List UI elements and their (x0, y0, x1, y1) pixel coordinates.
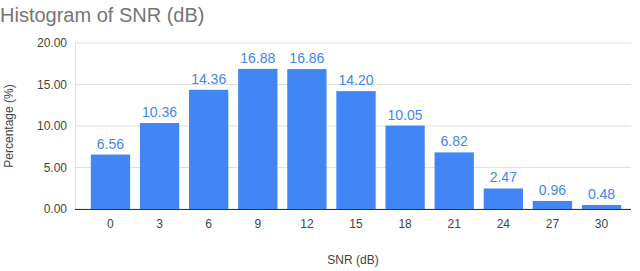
x-tick: 9 (254, 209, 261, 231)
data-label: 14.20 (338, 72, 373, 88)
data-label: 16.88 (240, 50, 275, 66)
x-tick-label: 3 (156, 217, 163, 231)
bar (582, 205, 621, 209)
bar (189, 90, 228, 209)
x-tick-label: 27 (546, 217, 560, 231)
data-label: 10.36 (142, 104, 177, 120)
y-axis: 0.00 5.00 10.00 15.00 20.00 (37, 36, 76, 216)
x-tick: 21 (448, 209, 462, 231)
y-tick: 15.00 (37, 78, 75, 92)
bar (238, 69, 277, 209)
y-axis-line (75, 44, 76, 210)
x-tick-label: 0 (107, 217, 114, 231)
x-tick: 24 (497, 209, 511, 231)
x-tick-label: 18 (398, 217, 412, 231)
y-tick: 5.00 (44, 161, 75, 175)
x-tick-label: 9 (254, 217, 261, 231)
x-axis-line (75, 209, 631, 210)
bar (140, 123, 179, 209)
bar (91, 155, 130, 209)
data-labels: 6.56 10.36 14.36 16.88 16.86 14.20 10.05 6.82 2.… (97, 50, 616, 202)
x-axis-title: SNR (dB) (327, 253, 378, 267)
data-label: 6.82 (441, 133, 468, 149)
data-label: 16.86 (289, 50, 324, 66)
y-tick-label: 20.00 (37, 36, 67, 50)
x-tick: 30 (595, 209, 609, 231)
data-label: 10.05 (388, 107, 423, 123)
bar (336, 91, 375, 209)
x-tick-label: 6 (205, 217, 212, 231)
x-tick: 3 (156, 209, 163, 231)
x-tick: 27 (546, 209, 560, 231)
x-axis: 0 3 6 9 12 15 18 21 24 27 30 (75, 209, 631, 231)
x-tick-label: 24 (497, 217, 511, 231)
x-tick: 12 (300, 209, 314, 231)
bar (287, 69, 326, 209)
grid (75, 43, 631, 209)
bar (484, 188, 523, 209)
data-label: 0.96 (539, 182, 566, 198)
data-label: 6.56 (97, 136, 124, 152)
x-tick-label: 12 (300, 217, 314, 231)
bar (385, 126, 424, 209)
x-tick-label: 30 (595, 217, 609, 231)
x-tick-label: 21 (448, 217, 462, 231)
data-label: 0.48 (588, 186, 615, 202)
grid-line (75, 43, 631, 44)
y-tick-label: 5.00 (44, 161, 68, 175)
x-tick: 6 (205, 209, 212, 231)
y-tick: 20.00 (37, 36, 75, 50)
y-tick-label: 15.00 (37, 78, 67, 92)
bar (533, 201, 572, 209)
x-tick: 15 (349, 209, 363, 231)
x-tick-label: 15 (349, 217, 363, 231)
chart: Histogram of SNR (dB) 0.00 5.00 10.00 15.00 2… (0, 0, 640, 271)
x-tick: 0 (107, 209, 114, 231)
title: Histogram of SNR (dB) (0, 4, 205, 26)
x-tick: 18 (398, 209, 412, 231)
y-tick-label: 0.00 (44, 202, 68, 216)
bars (91, 69, 621, 209)
y-tick-label: 10.00 (37, 119, 67, 133)
y-axis-title: Percentage (%) (2, 84, 16, 167)
y-tick: 0.00 (44, 202, 75, 216)
data-label: 14.36 (191, 71, 226, 87)
data-label: 2.47 (490, 169, 517, 185)
bar (435, 152, 474, 209)
y-tick: 10.00 (37, 119, 75, 133)
